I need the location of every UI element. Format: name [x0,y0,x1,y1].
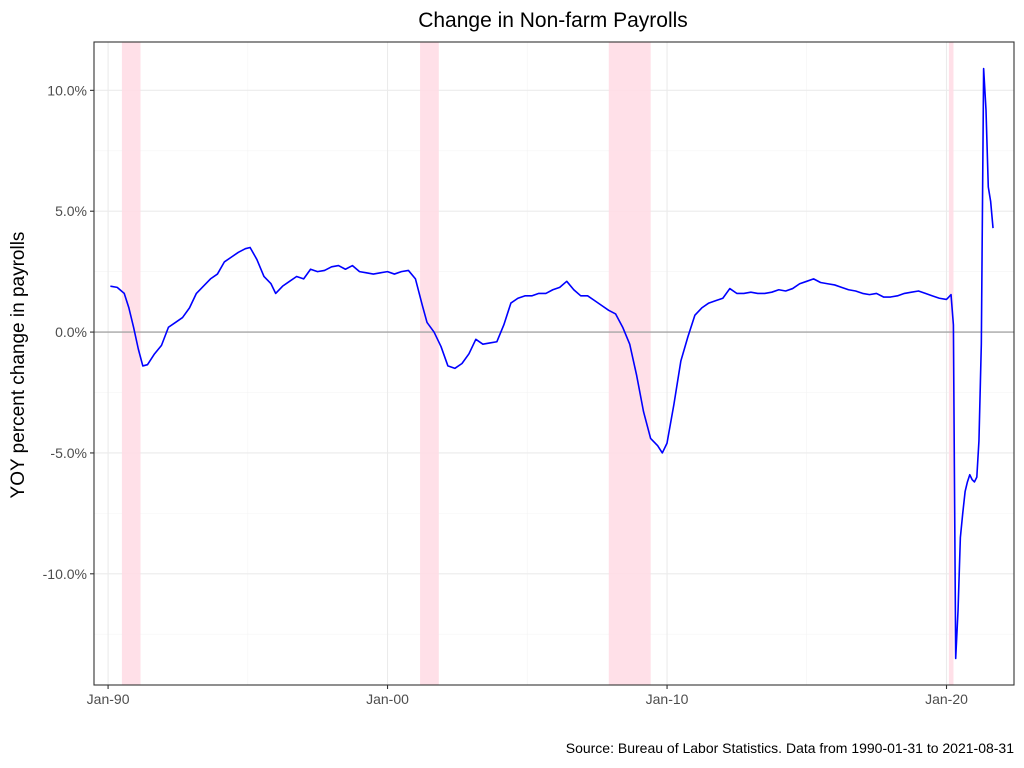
panel-border [93,41,1015,686]
series-line [110,67,994,660]
y-tick-label: -5.0% [50,445,87,461]
x-tick-label: Jan-90 [87,691,130,707]
recession-band [121,42,141,685]
chart-caption: Source: Bureau of Labor Statistics. Data… [566,740,1014,756]
y-axis-title: YOY percent change in payrolls [8,232,29,499]
y-tick-label: 5.0% [55,203,87,219]
y-tick-label: 0.0% [55,324,87,340]
recession-bands [121,42,954,685]
x-axis: Jan-90 Jan-00 Jan-10 Jan-20 [87,685,968,707]
series-layer [110,67,994,660]
minor-gridlines [94,42,1014,685]
chart-title: Change in Non-farm Payrolls [418,9,688,32]
x-tick-label: Jan-10 [646,691,689,707]
y-tick-label: -10.0% [43,566,87,582]
y-tick-label: 10.0% [47,82,87,98]
recession-band [420,42,439,685]
recession-band [608,42,651,685]
x-tick-label: Jan-20 [925,691,968,707]
x-tick-label: Jan-00 [366,691,409,707]
y-axis: 10.0% 5.0% 0.0% -5.0% -10.0% [43,82,94,582]
recession-band [948,42,954,685]
